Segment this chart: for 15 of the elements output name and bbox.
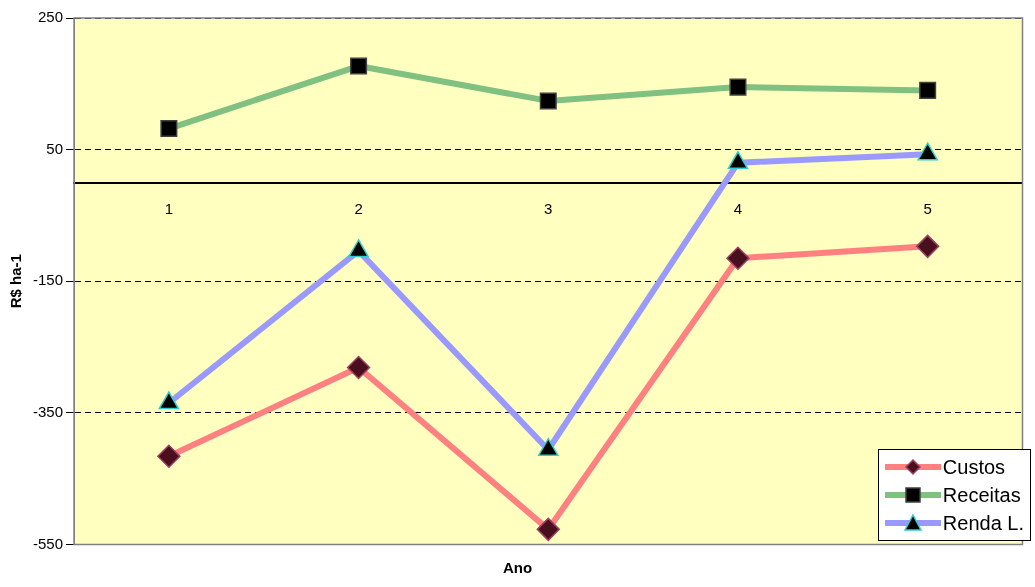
x-tick-label: 1 (164, 199, 174, 217)
y-tick-label: -150 (32, 271, 64, 289)
x-tick-label: 5 (923, 199, 932, 217)
x-tick-label: 3 (544, 199, 553, 217)
y-axis-title: R$ ha-1 (7, 254, 25, 309)
x-axis-title: Ano (501, 559, 534, 576)
y-tick-label: 50 (46, 139, 64, 157)
y-tick-label: 250 (37, 8, 64, 26)
x-tick-label: 4 (733, 199, 743, 217)
y-tick-label: -550 (32, 534, 64, 552)
y-tick-label: -350 (32, 403, 64, 421)
legend-label: Custos (942, 455, 1006, 480)
x-tick-label: 2 (354, 199, 363, 217)
legend-label: Renda L. (942, 511, 1024, 536)
legend-label: Receitas (942, 483, 1021, 508)
